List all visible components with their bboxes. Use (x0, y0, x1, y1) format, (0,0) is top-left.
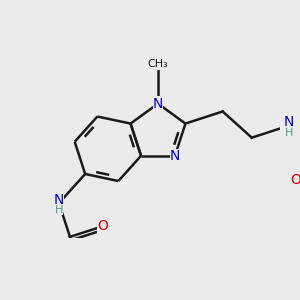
Text: N: N (284, 116, 294, 130)
Text: N: N (54, 193, 64, 207)
Text: H: H (285, 128, 293, 138)
Text: H: H (55, 205, 63, 215)
Text: N: N (153, 97, 163, 111)
Text: CH₃: CH₃ (148, 59, 168, 70)
Text: O: O (97, 219, 108, 233)
Text: N: N (170, 149, 180, 163)
Text: O: O (290, 172, 300, 187)
